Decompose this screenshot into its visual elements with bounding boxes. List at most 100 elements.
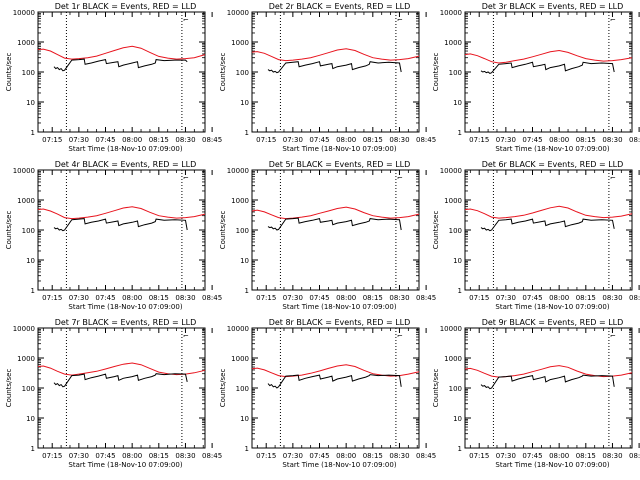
x-tick-label: 08:15 xyxy=(363,136,383,144)
plot-frame xyxy=(464,327,633,449)
x-tick-label: 08:15 xyxy=(149,452,169,460)
panel-4: Det 4r BLACK = Events, RED = LLD 1 10 100 10… xyxy=(5,160,222,311)
panel-6: Det 6r BLACK = Events, RED = LLD 1 10 100 10… xyxy=(432,160,640,311)
x-axis-label: Start Time (18-Nov-10 07:09:00) xyxy=(282,303,396,311)
y-tick-label: 100 xyxy=(449,69,462,77)
y-axis-label: Counts/sec xyxy=(432,369,440,408)
series-line-lld xyxy=(464,205,633,219)
y-tick-label: 100 xyxy=(236,385,249,393)
y-tick-label: 1 xyxy=(458,287,462,295)
x-tick-label: 07:30 xyxy=(69,452,89,460)
y-axis-label: Counts/sec xyxy=(219,53,227,92)
y-tick-label: 100 xyxy=(22,385,35,393)
top-marker: ⌐ xyxy=(183,16,189,24)
x-tick-label: 07:45 xyxy=(309,294,329,302)
plot-frame xyxy=(37,169,206,291)
x-axis-label: Start Time (18-Nov-10 07:09:00) xyxy=(282,461,396,469)
y-tick-label: 10 xyxy=(453,257,462,265)
x-tick-label: 08:45 xyxy=(629,294,640,302)
y-tick-label: 10000 xyxy=(227,167,249,175)
x-tick-label: 08:15 xyxy=(149,294,169,302)
y-tick-label: 1000 xyxy=(231,197,249,205)
x-tick-label: 07:15 xyxy=(256,136,276,144)
y-tick-label: 1000 xyxy=(17,355,35,363)
y-tick-label: 1 xyxy=(31,445,35,453)
x-tick-label: 08:45 xyxy=(202,136,222,144)
y-tick-label: 10 xyxy=(453,99,462,107)
top-marker: ⌐ xyxy=(183,332,189,340)
y-tick-label: 10000 xyxy=(227,325,249,333)
x-tick-label: 08:45 xyxy=(416,294,436,302)
y-tick-label: 10 xyxy=(453,415,462,423)
x-tick-label: 08:30 xyxy=(602,136,622,144)
x-tick-label: 08:30 xyxy=(175,136,195,144)
y-tick-label: 10000 xyxy=(440,9,462,17)
y-tick-label: 100 xyxy=(236,69,249,77)
x-tick-label: 08:30 xyxy=(389,294,409,302)
y-tick-label: 100 xyxy=(22,227,35,235)
top-marker: ⌐ xyxy=(397,174,403,182)
series-line-lld xyxy=(464,365,633,378)
x-tick-label: 07:45 xyxy=(309,452,329,460)
y-tick-label: 10000 xyxy=(440,325,462,333)
x-tick-label: 07:45 xyxy=(522,294,542,302)
panel-title: Det 4r BLACK = Events, RED = LLD xyxy=(55,160,197,169)
y-tick-label: 10000 xyxy=(13,325,35,333)
y-axis-label: Counts/sec xyxy=(5,211,13,250)
y-tick-label: 10000 xyxy=(13,167,35,175)
series-line-lld xyxy=(37,45,206,60)
top-marker: ⌐ xyxy=(610,332,616,340)
series-line-events xyxy=(53,218,188,232)
series-line-events xyxy=(267,374,402,389)
series-line-lld xyxy=(464,49,633,64)
x-tick-label: 07:30 xyxy=(283,294,303,302)
x-tick-label: 08:30 xyxy=(602,452,622,460)
x-tick-label: 08:00 xyxy=(336,294,356,302)
y-tick-label: 100 xyxy=(22,69,35,77)
x-axis-label: Start Time (18-Nov-10 07:09:00) xyxy=(495,145,609,153)
panel-title: Det 6r BLACK = Events, RED = LLD xyxy=(482,160,624,169)
panel-title: Det 1r BLACK = Events, RED = LLD xyxy=(55,2,197,11)
y-tick-label: 1 xyxy=(245,129,249,137)
series-line-events xyxy=(480,374,615,390)
panel-title: Det 2r BLACK = Events, RED = LLD xyxy=(269,2,411,11)
x-tick-label: 08:30 xyxy=(175,452,195,460)
plot-frame xyxy=(251,11,420,133)
series-line-lld xyxy=(37,206,206,220)
y-tick-label: 100 xyxy=(449,227,462,235)
x-tick-label: 08:15 xyxy=(576,294,596,302)
y-tick-label: 10000 xyxy=(227,9,249,17)
y-tick-label: 10 xyxy=(26,415,35,423)
x-tick-label: 08:30 xyxy=(389,452,409,460)
panel-title: Det 7r BLACK = Events, RED = LLD xyxy=(55,318,197,327)
panel-3: Det 3r BLACK = Events, RED = LLD 1 10 100 10… xyxy=(432,2,640,153)
x-tick-label: 07:30 xyxy=(496,294,516,302)
x-tick-label: 08:15 xyxy=(363,452,383,460)
y-tick-label: 1 xyxy=(458,129,462,137)
y-tick-label: 1 xyxy=(31,287,35,295)
x-tick-label: 08:00 xyxy=(336,136,356,144)
x-tick-label: 07:45 xyxy=(95,452,115,460)
top-marker: ⌐ xyxy=(183,174,189,182)
x-axis-label: Start Time (18-Nov-10 07:09:00) xyxy=(68,461,182,469)
x-tick-label: 07:15 xyxy=(256,294,276,302)
x-tick-label: 07:45 xyxy=(522,452,542,460)
x-tick-label: 08:45 xyxy=(416,136,436,144)
y-tick-label: 1 xyxy=(458,445,462,453)
y-tick-label: 1 xyxy=(245,287,249,295)
x-tick-label: 08:15 xyxy=(363,294,383,302)
x-tick-label: 07:15 xyxy=(469,452,489,460)
y-tick-label: 10 xyxy=(240,415,249,423)
panel-title: Det 5r BLACK = Events, RED = LLD xyxy=(269,160,411,169)
y-tick-label: 1000 xyxy=(231,39,249,47)
x-tick-label: 08:45 xyxy=(629,452,640,460)
x-tick-label: 08:30 xyxy=(602,294,622,302)
x-tick-label: 07:15 xyxy=(42,136,62,144)
y-axis-label: Counts/sec xyxy=(5,53,13,92)
y-tick-label: 10 xyxy=(240,99,249,107)
y-tick-label: 1000 xyxy=(17,197,35,205)
y-tick-label: 1000 xyxy=(444,39,462,47)
y-tick-label: 1000 xyxy=(231,355,249,363)
x-tick-label: 08:00 xyxy=(549,294,569,302)
x-tick-label: 08:00 xyxy=(122,136,142,144)
